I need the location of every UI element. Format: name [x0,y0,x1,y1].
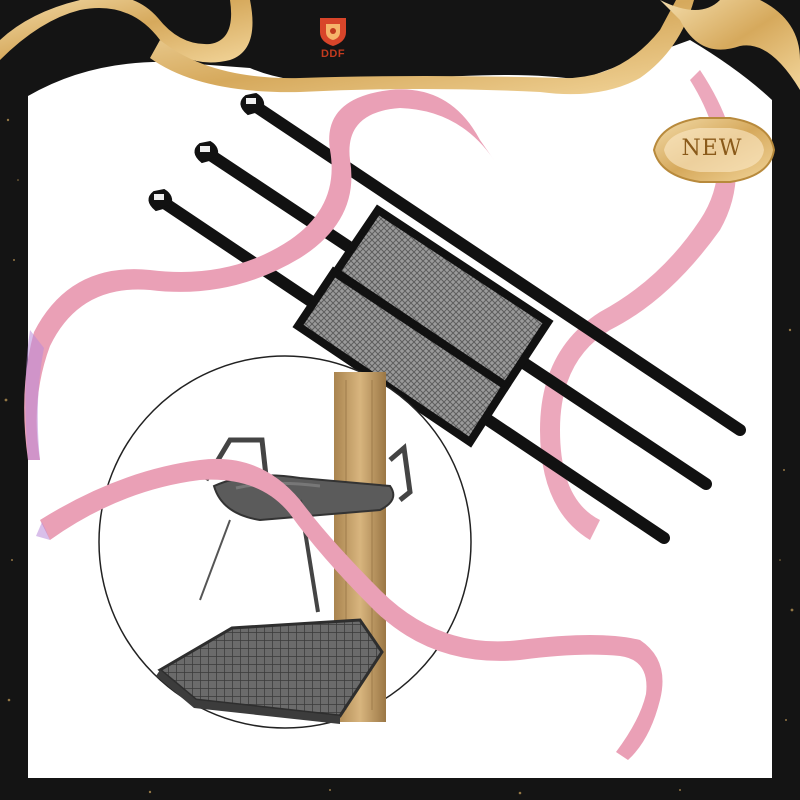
pink-ribbon-back [540,70,736,540]
brand-logo-text: DDF [320,48,346,60]
gold-ribbon-top [0,0,800,95]
mesh-panels [292,204,554,448]
treestand-platform [156,618,384,724]
ddf-logo [320,18,346,46]
pink-ribbons [24,89,663,760]
treestand-inset [98,355,472,729]
new-badge-label: NEW [681,136,743,161]
new-badge [652,117,776,183]
